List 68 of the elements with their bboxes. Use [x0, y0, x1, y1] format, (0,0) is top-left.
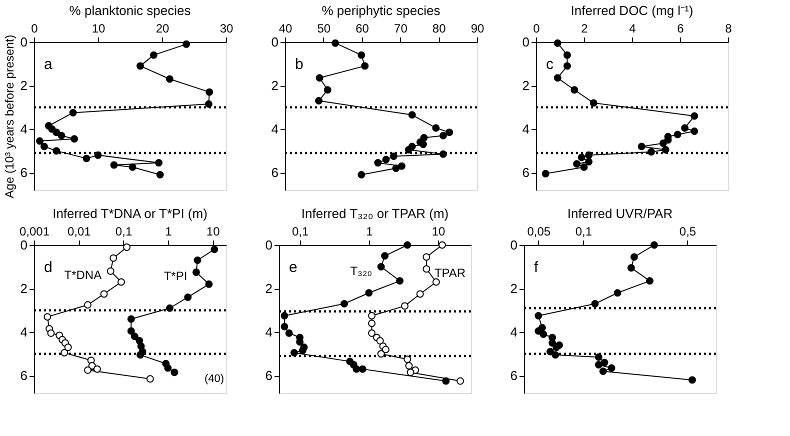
y-tick-label: 0 — [20, 34, 28, 50]
x-tick-label: 40 — [278, 22, 292, 36]
y-tick-label: 0 — [20, 238, 28, 252]
chart-title: Inferred T*DNA or T*PI (m) — [52, 206, 208, 221]
x-tick-label: 10 — [92, 22, 106, 36]
x-tick-label: 1 — [165, 224, 172, 238]
y-tick-label: 2 — [20, 78, 28, 94]
y-tick-label: 2 — [510, 281, 518, 296]
y-tick-label: 6 — [271, 165, 278, 180]
y-tick-label: 2 — [271, 78, 278, 94]
chart-title: Inferred DOC (mg l⁻¹) — [570, 3, 694, 18]
chart-title: Inferred UVR/PAR — [567, 206, 673, 221]
x-tick-label: 0,001 — [19, 224, 50, 238]
annotation: f — [534, 259, 539, 276]
y-tick-label: 4 — [522, 122, 530, 137]
x-tick-label: 0,1 — [292, 224, 309, 238]
y-tick-label: 2 — [522, 78, 530, 94]
annotation: b — [295, 56, 304, 73]
annotation: (40) — [204, 373, 224, 385]
y-tick-label: 4 — [271, 122, 278, 137]
y-tick-label: 6 — [522, 165, 530, 180]
y-tick-label: 0 — [265, 238, 272, 252]
x-tick-label: 10 — [432, 224, 446, 238]
y-tick-label: 6 — [20, 368, 28, 384]
y-tick-label: 4 — [265, 324, 272, 340]
x-tick-label: 0,05 — [527, 224, 551, 238]
x-tick-label: 70 — [394, 22, 408, 36]
x-tick-label: 90 — [470, 22, 484, 36]
series-label: T*DNA — [64, 268, 102, 282]
x-tick-label: 6 — [677, 22, 684, 36]
chart-title: Inferred T₃₂₀ or TPAR (m) — [301, 206, 449, 221]
x-tick-label: 1 — [366, 224, 374, 238]
x-tick-label: 0,5 — [679, 224, 696, 238]
x-tick-label: 10 — [206, 224, 220, 238]
annotation: e — [289, 259, 298, 276]
y-tick-label: 0 — [522, 34, 530, 50]
x-tick-label: 50 — [317, 22, 331, 36]
chart-title: % periphytic species — [322, 3, 441, 18]
x-tick-label: 0,1 — [575, 224, 592, 238]
x-tick-label: 8 — [725, 22, 732, 36]
y-tick-label: 6 — [510, 368, 518, 384]
series-label: TPAR — [434, 266, 466, 280]
series-label: T*PI — [164, 269, 188, 284]
y-tick-label: 6 — [20, 165, 28, 180]
chart-title: % planktonic species — [69, 3, 192, 18]
y-tick-label: 6 — [265, 368, 272, 384]
x-tick-label: 0 — [31, 22, 38, 36]
series-label: T₃₂₀ — [350, 264, 372, 278]
annotation: d — [44, 259, 52, 276]
y-tick-label: 2 — [20, 281, 28, 296]
x-tick-label: 80 — [432, 22, 446, 36]
y-tick-label: 0 — [510, 238, 518, 252]
x-tick-label: 0,01 — [67, 224, 92, 238]
y-tick-label: 0 — [271, 34, 278, 50]
x-tick-label: 60 — [356, 22, 370, 36]
x-tick-label: 30 — [220, 22, 234, 36]
x-tick-label: 2 — [581, 22, 588, 36]
x-tick-label: 0 — [533, 22, 540, 36]
annotation: a — [44, 56, 53, 73]
x-tick-label: 4 — [629, 22, 636, 36]
x-tick-label: 0,1 — [115, 224, 132, 238]
x-tick-label: 20 — [156, 22, 170, 36]
annotation: c — [546, 56, 554, 73]
y-tick-label: 2 — [265, 281, 272, 296]
y-tick-label: 4 — [20, 324, 28, 340]
y-axis-title: Age (10³ years before present) — [2, 34, 16, 198]
y-tick-label: 4 — [20, 122, 28, 137]
y-tick-label: 4 — [510, 324, 518, 340]
